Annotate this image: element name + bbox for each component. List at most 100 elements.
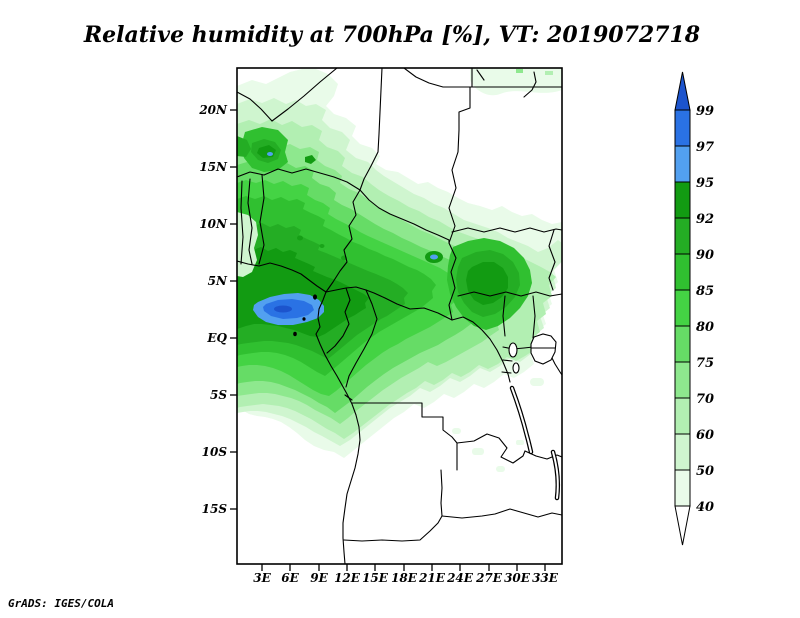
latitude-axis: 20N 15N 10N 5N EQ 5S 10S 15S	[198, 103, 237, 516]
border-togo-benin	[247, 178, 253, 265]
lon-label-33e: 33E	[532, 571, 559, 585]
lat-label-eq: EQ	[206, 331, 227, 345]
border-gabon-congo	[326, 287, 351, 354]
border-zambia-tanzania	[524, 450, 562, 460]
border-niger-libya	[271, 68, 338, 122]
lake-tanganyika	[509, 385, 534, 455]
ne-speck-2	[545, 71, 553, 75]
colorbar-seg-92-95	[674, 181, 691, 219]
ne-speck-1	[516, 69, 523, 73]
border-angola-namibia	[343, 515, 443, 542]
border-south-sudan-uganda	[457, 291, 562, 297]
colorbar-label-80: 80	[696, 320, 714, 335]
border-nigeria-cameroon	[325, 189, 361, 293]
nw-frame-patch	[237, 136, 251, 157]
border-kenya-tanzania	[549, 353, 562, 376]
lake-victoria	[530, 333, 557, 365]
colorbar-label-50: 50	[696, 464, 714, 479]
lat-label-20n: 20N	[198, 103, 228, 117]
lon-label-15e: 15E	[362, 571, 389, 585]
humidity-shading	[237, 68, 562, 472]
lake-malawi	[550, 449, 561, 501]
colorbar-label-70: 70	[696, 392, 714, 407]
border-uganda-kenya	[532, 295, 536, 339]
grads-attribution: GrADS: IGES/COLA	[8, 597, 114, 610]
lon-label-18e: 18E	[391, 571, 418, 585]
border-drc-zambia	[456, 433, 526, 464]
border-car-drc	[365, 289, 453, 321]
colorbar-label-90: 90	[696, 248, 714, 263]
lon-label-9e: 9E	[310, 571, 328, 585]
border-cabinda	[344, 394, 353, 401]
colorbar-seg-97-99	[674, 109, 691, 147]
country-borders	[237, 68, 562, 564]
south-pale-specks	[452, 378, 544, 472]
figure-title: Relative humidity at 700hPa [%], VT: 201…	[83, 22, 700, 48]
border-niger-nigeria	[237, 168, 361, 191]
longitude-axis: 3E 6E 9E 12E 15E 18E 21E 24E 27E 30E 33E	[253, 564, 559, 585]
lon-label-24e: 24E	[446, 571, 474, 585]
colorbar-arrow-bottom	[674, 505, 691, 546]
border-libya-egypt-sudan	[403, 68, 562, 88]
speck-95-21e	[430, 254, 438, 260]
lat-label-5s: 5S	[210, 388, 227, 402]
colorbar-seg-60-70	[674, 397, 691, 435]
colorbar-seg-75-80	[674, 325, 691, 363]
border-drc-angola	[351, 402, 458, 471]
lat-label-5n: 5N	[208, 274, 228, 288]
colorbar-label-40: 40	[696, 500, 714, 515]
border-chad-south	[359, 189, 450, 244]
border-uganda-west	[502, 295, 506, 337]
colorbar-label-95: 95	[696, 176, 714, 191]
border-sudan-south-sudan	[451, 227, 562, 233]
colorbar-label-97: 97	[696, 140, 714, 155]
colorbar-seg-90-92	[674, 217, 691, 255]
border-rwanda-burundi	[501, 359, 513, 374]
lon-label-6e: 6E	[281, 571, 299, 585]
border-chad-libya	[359, 68, 383, 191]
colorbar-seg-95-97	[674, 145, 691, 183]
border-chad-sudan	[448, 86, 471, 321]
map-frame	[236, 67, 563, 565]
lon-label-27e: 27E	[475, 571, 503, 585]
lon-label-12e: 12E	[334, 571, 361, 585]
lon-label-30e: 30E	[504, 571, 531, 585]
border-ethiopia	[548, 229, 556, 291]
gulf-islands	[293, 294, 317, 337]
border-benin-nigeria	[258, 174, 265, 265]
colorbar-seg-85-90	[674, 253, 691, 291]
nw-speck-92b	[305, 155, 316, 164]
border-uganda-tanzania	[502, 346, 534, 350]
border-namibia-zambia-botswana	[441, 508, 562, 519]
lake-edward-kivu	[508, 342, 518, 358]
lake-kivu	[512, 362, 520, 374]
colorbar-seg-80-85	[674, 289, 691, 327]
lat-label-15n: 15N	[199, 160, 228, 174]
border-red-sea-coast	[476, 69, 537, 98]
nw-speck-95	[267, 152, 273, 156]
lat-label-10s: 10S	[202, 445, 228, 459]
colorbar-label-75: 75	[696, 356, 714, 371]
border-ghana-togo	[240, 180, 244, 265]
border-angola-zambia	[440, 469, 443, 517]
lat-label-10n: 10N	[199, 217, 228, 231]
border-drc-east-rift	[451, 316, 511, 383]
colorbar-seg-70-75	[674, 361, 691, 399]
colorbar: 99 97 95 92 90 85 80 75 70 60 50 40	[674, 71, 714, 546]
colorbar-arrow-top	[674, 71, 691, 111]
blob-99	[274, 305, 292, 313]
border-algeria-niger	[237, 91, 273, 122]
colorbar-label-60: 60	[696, 428, 714, 443]
colorbar-label-99: 99	[696, 104, 714, 119]
colorbar-label-85: 85	[696, 284, 714, 299]
pale-strip-ne	[470, 68, 562, 96]
colorbar-seg-50-60	[674, 433, 691, 471]
colorbar-label-92: 92	[696, 212, 714, 227]
coastline-gulf-of-guinea-atlantic	[237, 260, 361, 564]
border-congo-drc	[345, 289, 378, 388]
lat-label-15s: 15S	[202, 502, 228, 516]
colorbar-seg-40-50	[674, 469, 691, 507]
lon-label-3e: 3E	[253, 571, 271, 585]
